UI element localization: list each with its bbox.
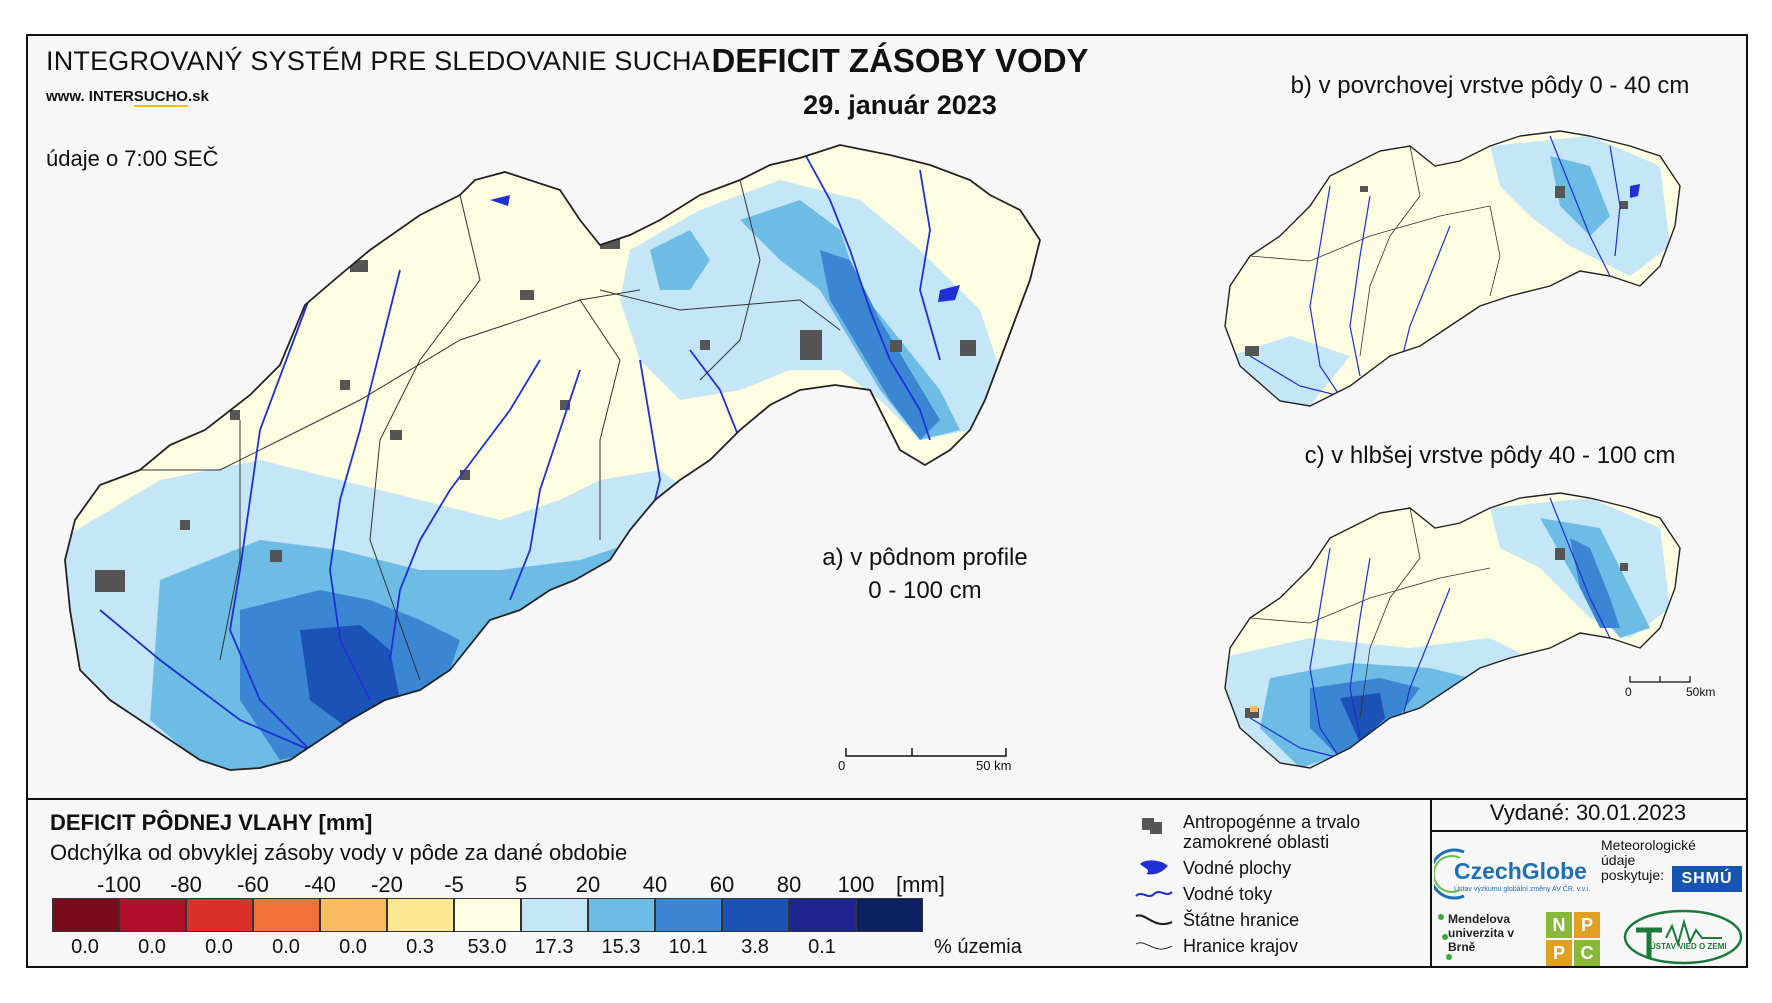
nppc-letter: P (1574, 912, 1600, 938)
legend-tick: -5 (444, 872, 464, 897)
legend-region-border: Hranice krajov (1183, 936, 1299, 956)
legend-separator (26, 798, 1748, 800)
legend-swatch (588, 898, 655, 932)
legend-subtitle: Odchýlka od obvyklej zásoby vody v pôde … (50, 840, 628, 865)
legend-percent: 0.1 (808, 936, 836, 958)
legend-tick: 20 (575, 872, 601, 897)
mendel-dot-icon (1446, 954, 1452, 960)
legend-tick: -60 (237, 872, 269, 897)
uvz-name: ÚSTAV VIED O ZEMI (1650, 942, 1727, 951)
legend-swatch (521, 898, 588, 932)
legend-percent: 53.0 (467, 936, 507, 958)
legend-swatch (119, 898, 186, 932)
legend-tick: -20 (371, 872, 403, 897)
website-suffix: .sk (187, 88, 209, 105)
map-b (1224, 130, 1681, 407)
website-highlight: SUCHO (133, 88, 188, 107)
legend-unit: [mm] (896, 872, 945, 897)
main-map-a (64, 144, 1041, 771)
legend-percent: 0.0 (205, 936, 233, 958)
legend-swatch (253, 898, 320, 932)
legend-swatch (789, 898, 856, 932)
legend-percent: 15.3 (601, 936, 641, 958)
legend-percent: 0.0 (339, 936, 367, 958)
legend-percent: 17.3 (534, 936, 574, 958)
website-prefix: www. INTER (46, 88, 134, 105)
legend-tick: 5 (514, 872, 528, 897)
river-icon (1135, 891, 1173, 897)
credits-separator (1430, 798, 1432, 968)
water-body-icon (1140, 860, 1168, 875)
issued-date: Vydané: 30.01.2023 (1489, 800, 1687, 825)
uvz-logo: ÚSTAV VIED O ZEMI (1622, 908, 1744, 966)
map-b-label: b) v povrchovej vrstve pôdy 0 - 40 cm (1290, 72, 1690, 99)
system-name: INTEGROVANÝ SYSTÉM PRE SLEDOVANIE SUCHA (46, 46, 710, 76)
legend-tick: 40 (642, 872, 668, 897)
mendel-dot-icon (1438, 914, 1444, 920)
nppc-letter: C (1574, 940, 1600, 966)
legend-percent: 0.3 (406, 936, 434, 958)
legend-percent-unit: % územia (934, 936, 1022, 958)
map-c (1224, 492, 1691, 769)
scale-small-start: 0 (1625, 685, 1632, 699)
legend-swatch (387, 898, 454, 932)
legend-tick: -100 (96, 872, 142, 897)
website-link[interactable]: www. INTERSUCHO.sk (46, 88, 209, 107)
legend-tick: 100 (837, 872, 875, 897)
czechglobe-arc-icon (1434, 848, 1465, 900)
measurement-time: údaje o 7:00 SEČ (46, 146, 219, 171)
legend-percent: 0.0 (272, 936, 300, 958)
uvz-emblem-icon (1623, 909, 1743, 965)
legend-urban: Antropogénne a trvalo zamokrené oblasti (1183, 812, 1361, 852)
legend-swatch (454, 898, 521, 932)
shmu-logo: SHMÚ (1672, 866, 1742, 892)
urban-area-icon (1142, 818, 1162, 834)
map-c-label: c) v hlbšej vrstve pôdy 40 - 100 cm (1304, 442, 1676, 469)
legend-tick: 60 (709, 872, 735, 897)
region-border-icon (1135, 942, 1173, 950)
legend-swatch (722, 898, 789, 932)
map-a-label: a) v pôdnom profile (822, 544, 1028, 571)
legend-rivers: Vodné toky (1183, 884, 1273, 904)
legend-percent: 0.0 (71, 936, 99, 958)
czechglobe-subtitle: Ústav výzkumu globální změny AV ČR, v.v.… (1454, 886, 1591, 893)
legend-title: DEFICIT PÔDNEJ VLAHY [mm] (50, 810, 373, 835)
legend-state-border: Štátne hranice (1183, 910, 1300, 930)
mendel-name: Mendelova univerzita v Brně (1448, 912, 1515, 954)
state-border-icon (1135, 914, 1173, 925)
nppc-letter: P (1546, 940, 1572, 966)
scale-small-end: 50km (1686, 685, 1716, 699)
legend-water: Vodné plochy (1183, 858, 1292, 878)
czechglobe-name: CzechGlobe (1454, 858, 1587, 884)
legend-tick: -80 (170, 872, 202, 897)
legend-tick: 80 (776, 872, 802, 897)
legend-swatch (856, 898, 923, 932)
czechglobe-logo: CzechGlobe Ústav výzkumu globální změny … (1434, 846, 1594, 902)
legend-tick: -40 (304, 872, 336, 897)
nppc-letter: N (1546, 912, 1572, 938)
mendel-logo: Mendelova univerzita v Brně (1438, 912, 1538, 960)
legend-percent: 0.0 (138, 936, 166, 958)
map-date: 29. január 2023 (803, 90, 997, 120)
nppc-logo: N P P C (1546, 912, 1602, 968)
legend-swatch (52, 898, 119, 932)
legend-swatch (655, 898, 722, 932)
legend-swatch (186, 898, 253, 932)
map-a-depth: 0 - 100 cm (868, 577, 982, 604)
shmu-text: Meteorologické údaje poskytuje: (1601, 837, 1696, 883)
issued-separator (1430, 830, 1748, 832)
mendel-dot-icon (1442, 934, 1448, 940)
scale-main-start: 0 (838, 758, 846, 773)
page-title: DEFICIT ZÁSOBY VODY (711, 42, 1089, 79)
legend-percent: 10.1 (668, 936, 708, 958)
legend-swatch (320, 898, 387, 932)
legend-percent: 3.8 (741, 936, 769, 958)
scale-main-end: 50 km (976, 758, 1012, 773)
